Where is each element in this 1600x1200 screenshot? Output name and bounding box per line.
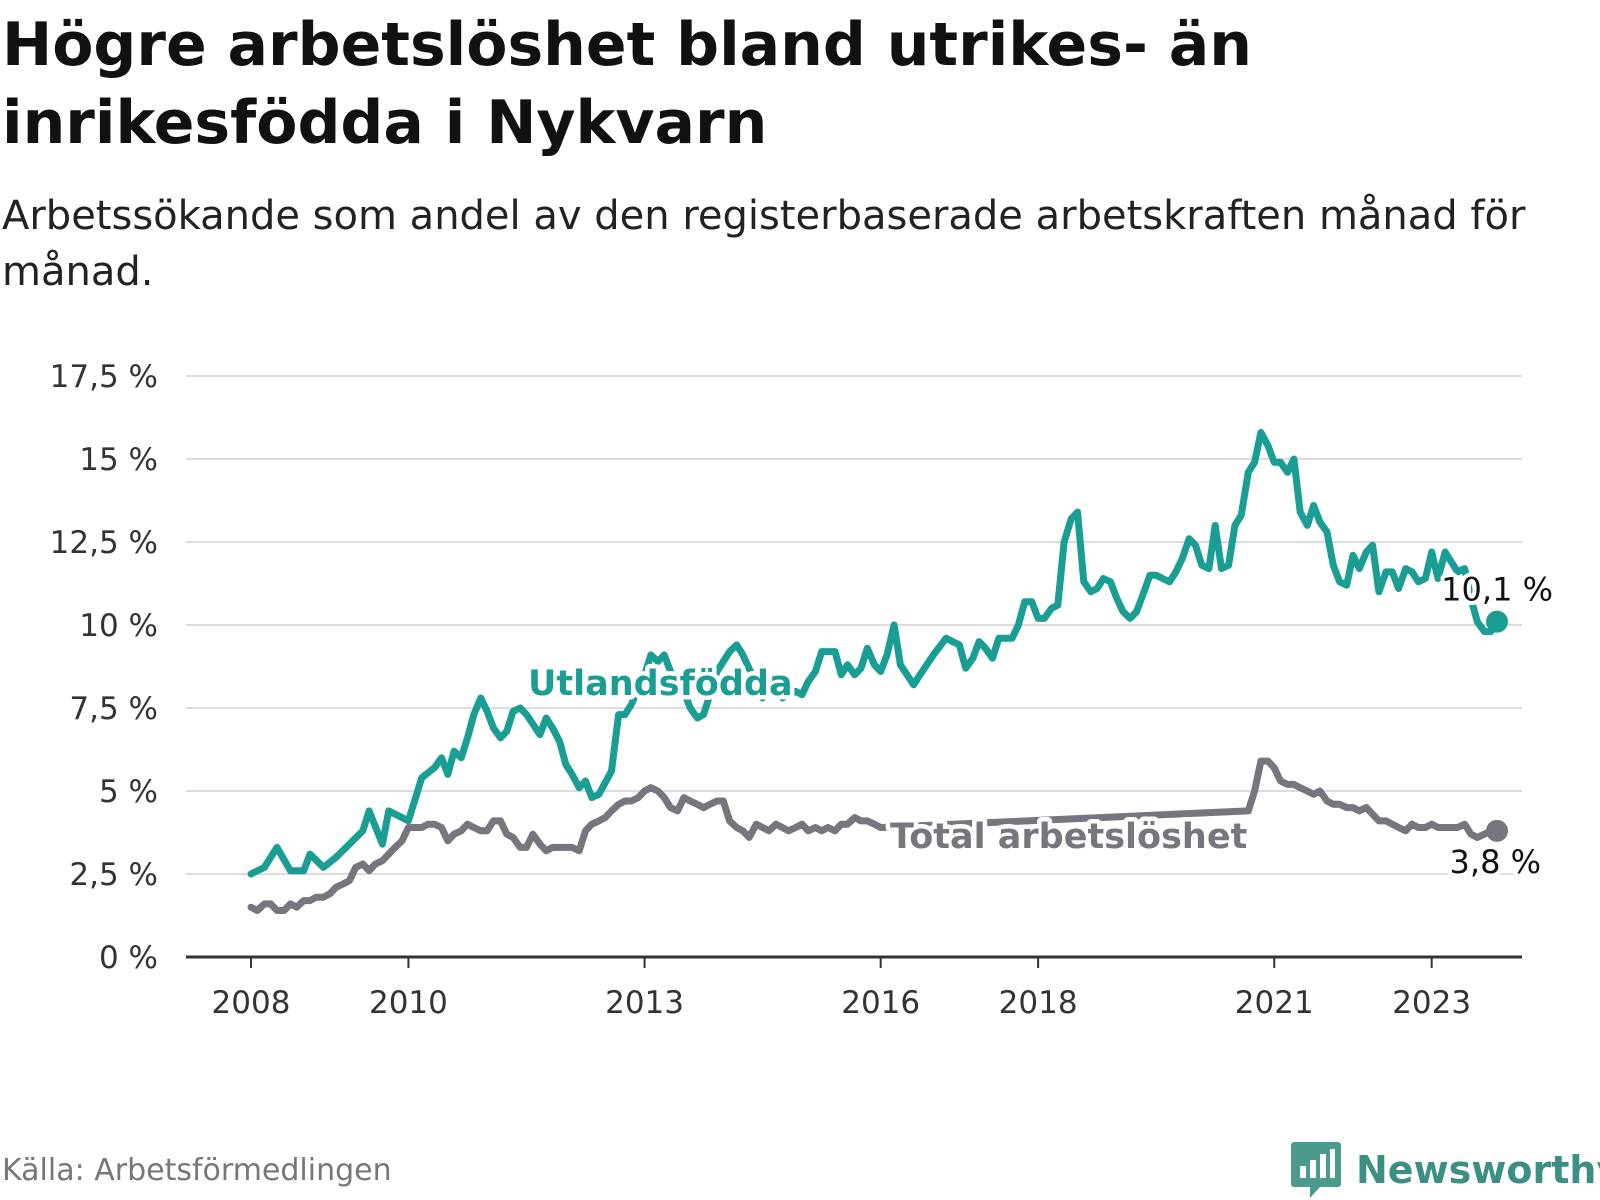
source-note: Källa: Arbetsförmedlingen [2, 1153, 392, 1188]
brand-logo: Newsworthy [1290, 1140, 1600, 1200]
y-axis-ticks: 0 % 2,5 % 5 % 7,5 % 10 % 12,5 % 15 % 17,5 % [50, 359, 158, 976]
y-tick-label: 17,5 % [50, 359, 158, 395]
y-tick-label: 5 % [99, 774, 158, 810]
series-label-utlandsfodda: Utlandsfödda [528, 664, 793, 704]
y-tick-label: 0 % [99, 940, 158, 976]
x-tick-label: 2023 [1392, 985, 1471, 1021]
series-label-total: Total arbetslöshet [890, 817, 1247, 857]
y-tick-label: 10 % [79, 608, 158, 644]
end-label-total: 3,8 % [1450, 843, 1541, 881]
series-layer [247, 428, 1508, 914]
bar-chart-icon [1291, 1142, 1341, 1198]
series-labels: Utlandsfödda Total arbetslöshet 10,1 % 3,8 … [524, 567, 1558, 885]
x-tick-label: 2010 [369, 985, 448, 1021]
x-tick-label: 2021 [1235, 985, 1314, 1021]
y-tick-label: 7,5 % [69, 691, 158, 727]
x-tick-label: 2008 [212, 985, 291, 1021]
x-tick-label: 2016 [841, 985, 920, 1021]
x-tick-label: 2018 [999, 985, 1078, 1021]
y-tick-label: 15 % [79, 442, 158, 478]
x-axis-ticks: 2008 2010 2013 2016 2018 2021 2023 [212, 957, 1471, 1021]
y-tick-label: 12,5 % [50, 525, 158, 561]
x-tick-label: 2013 [605, 985, 684, 1021]
chart-subtitle: Arbetssökande som andel av den registerb… [2, 193, 1526, 295]
brand-name: Newsworthy [1356, 1148, 1600, 1192]
y-tick-label: 2,5 % [69, 857, 158, 893]
chart-title: Högre arbetslöshet bland utrikes- än inr… [2, 10, 1252, 158]
end-point-total [1486, 819, 1508, 842]
series-line-total [247, 757, 1501, 914]
series-line-utlandsfodda [247, 428, 1501, 878]
end-point-utlandsfodda [1486, 610, 1508, 633]
end-label-utlandsfodda: 10,1 % [1441, 571, 1553, 609]
